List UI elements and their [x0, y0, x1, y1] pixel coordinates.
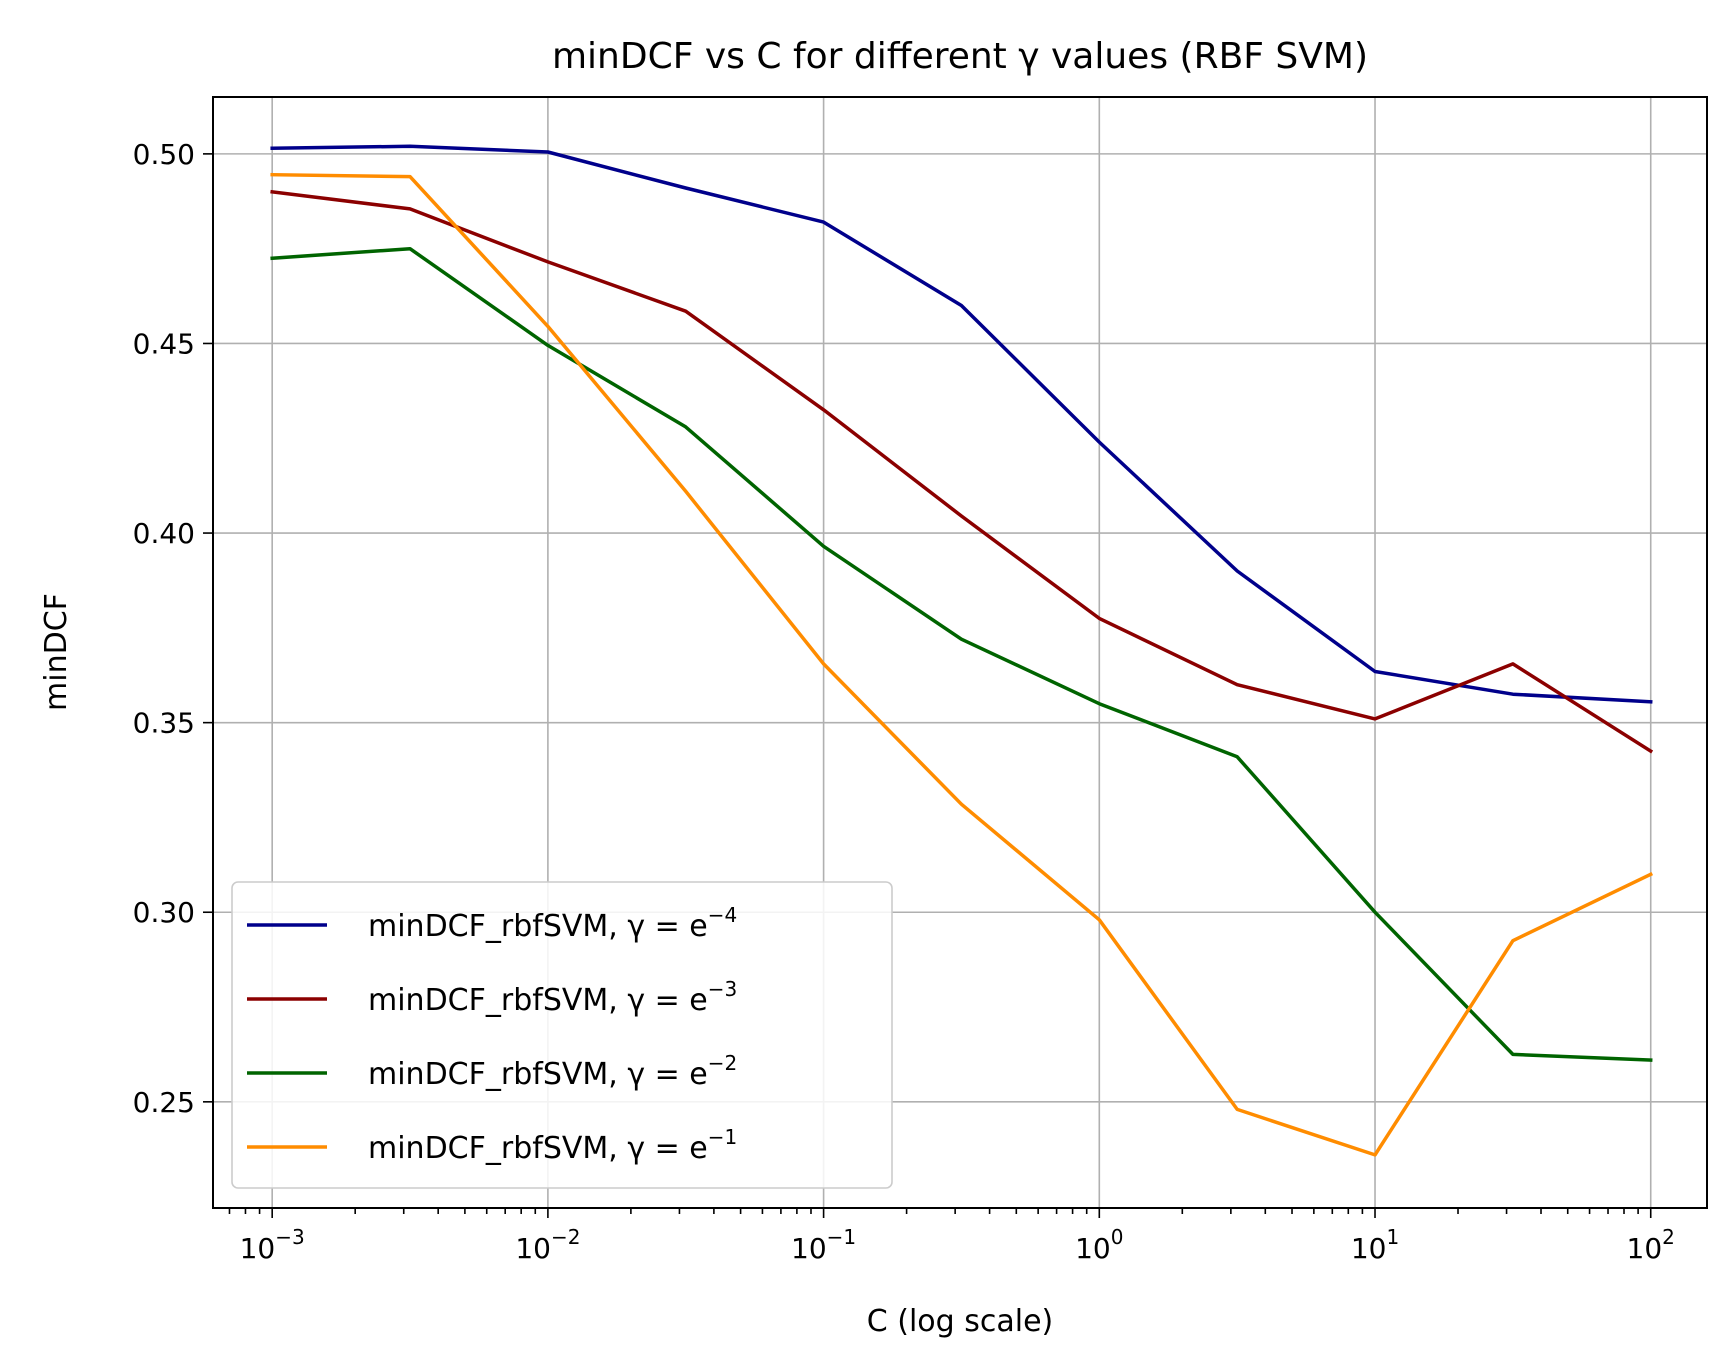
data-point: [960, 514, 963, 518]
data-point: [1373, 911, 1377, 914]
legend-label-1: minDCF_rbfSVM, γ = e−4: [368, 903, 737, 944]
data-point: [1235, 569, 1239, 573]
x-axis-label: C (log scale): [867, 1304, 1053, 1339]
data-point: [270, 146, 274, 150]
y-tick-label: 0.45: [133, 327, 195, 360]
y-tick-label: 0.40: [133, 517, 195, 550]
legend-box: [231, 881, 893, 1189]
data-point: [1649, 1058, 1652, 1062]
data-point: [684, 310, 687, 313]
data-point: [1649, 873, 1652, 876]
data-point: [408, 247, 412, 250]
data-point: [960, 638, 963, 641]
x-tick-label: 10−1: [791, 1225, 856, 1265]
data-point: [822, 220, 825, 224]
data-point: [1098, 702, 1101, 705]
x-tick-label: 101: [1351, 1225, 1399, 1265]
data-point: [546, 150, 550, 154]
x-tick-label: 10−3: [240, 1225, 305, 1265]
data-point: [684, 186, 687, 190]
data-point: [1511, 662, 1515, 666]
y-tick-label: 0.50: [133, 138, 195, 171]
data-point: [1511, 693, 1515, 696]
legend-label-2: minDCF_rbfSVM, γ = e−3: [368, 977, 737, 1018]
data-point: [546, 344, 550, 347]
data-point: [684, 490, 687, 493]
data-point: [1373, 670, 1377, 673]
data-point: [1373, 1153, 1377, 1157]
data-point: [1235, 1108, 1239, 1111]
data-point: [1235, 755, 1239, 758]
data-point: [1373, 717, 1377, 721]
data-point: [1511, 1053, 1515, 1056]
data-point: [1098, 440, 1101, 444]
data-point: [822, 545, 825, 548]
data-point: [1098, 617, 1101, 620]
data-point: [822, 662, 825, 666]
series-layer: [270, 144, 1654, 1157]
legend-label-3: minDCF_rbfSVM, γ = e−2: [368, 1051, 737, 1092]
y-tick-label: 0.30: [133, 896, 195, 929]
data-point: [1649, 700, 1652, 703]
plot-frame: [212, 96, 1708, 1209]
x-tick-label: 10−2: [515, 1225, 580, 1265]
data-point: [1511, 939, 1515, 942]
data-point: [684, 425, 687, 429]
data-point: [270, 190, 274, 193]
data-point: [270, 256, 274, 260]
data-point: [822, 408, 825, 412]
data-point: [408, 207, 412, 211]
data-point: [546, 325, 550, 328]
data-point: [960, 304, 963, 307]
x-tick-label: 100: [1075, 1225, 1123, 1265]
y-tick-label: 0.25: [133, 1086, 195, 1119]
legend-label-4: minDCF_rbfSVM, γ = e−1: [368, 1125, 737, 1166]
data-point: [546, 260, 550, 264]
data-point: [1235, 683, 1239, 686]
y-axis-label: minDCF: [39, 593, 74, 711]
y-tick-label: 0.35: [133, 707, 195, 740]
x-tick-label: 102: [1627, 1225, 1675, 1265]
data-point: [1649, 749, 1652, 753]
data-point: [1098, 918, 1101, 922]
data-point: [960, 802, 963, 806]
tick-layer: 10−3 10−2 10−1 100 101 102 0.25 0.30 0.35 0.40 0.4…: [133, 138, 1675, 1265]
data-point: [408, 175, 412, 178]
data-point: [408, 145, 412, 148]
data-point: [270, 173, 274, 176]
chart-title: minDCF vs C for different γ values (RBF …: [552, 36, 1368, 77]
legend: minDCF_rbfSVM, γ = e−4 minDCF_rbfSVM, γ =…: [231, 881, 893, 1189]
